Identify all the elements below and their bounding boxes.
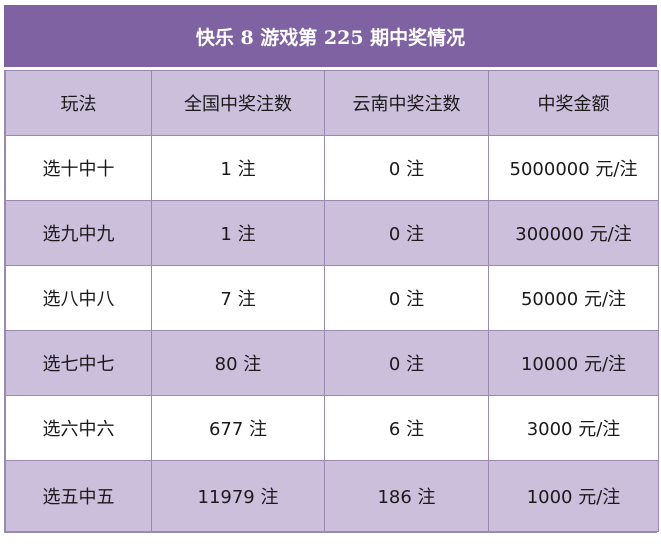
national-winners-cell: 1 注 — [151, 200, 325, 266]
prize-amount-cell: 5000000 元/注 — [488, 135, 659, 201]
national-winners-cell: 11979 注 — [151, 460, 325, 532]
prize-table: 玩法 全国中奖注数 云南中奖注数 中奖金额 选十中十 1 注 0 注 50000… — [5, 70, 659, 532]
prize-amount-cell: 3000 元/注 — [488, 395, 659, 461]
national-winners-cell: 7 注 — [151, 265, 325, 331]
national-winners-cell: 677 注 — [151, 395, 325, 461]
play-type-cell: 选六中六 — [5, 395, 152, 461]
table-row: 选八中八 7 注 0 注 50000 元/注 — [5, 265, 659, 331]
table-row: 选九中九 1 注 0 注 300000 元/注 — [5, 200, 659, 266]
prize-amount-cell: 10000 元/注 — [488, 330, 659, 396]
header-yunnan-winners: 云南中奖注数 — [324, 70, 489, 136]
prize-amount-cell: 1000 元/注 — [488, 460, 659, 532]
table-row: 选五中五 11979 注 186 注 1000 元/注 — [5, 460, 659, 532]
table-title: 快乐 8 游戏第 225 期中奖情况 — [4, 5, 657, 70]
play-type-cell: 选十中十 — [5, 135, 152, 201]
yunnan-winners-cell: 0 注 — [324, 200, 489, 266]
yunnan-winners-cell: 0 注 — [324, 330, 489, 396]
play-type-cell: 选九中九 — [5, 200, 152, 266]
play-type-cell: 选五中五 — [5, 460, 152, 532]
header-play-type: 玩法 — [5, 70, 152, 136]
header-row: 玩法 全国中奖注数 云南中奖注数 中奖金额 — [5, 70, 659, 136]
prize-table-container: 快乐 8 游戏第 225 期中奖情况 玩法 全国中奖注数 云南中奖注数 中奖金额… — [4, 5, 659, 533]
national-winners-cell: 1 注 — [151, 135, 325, 201]
play-type-cell: 选八中八 — [5, 265, 152, 331]
table-frame: 玩法 全国中奖注数 云南中奖注数 中奖金额 选十中十 1 注 0 注 50000… — [4, 70, 659, 533]
table-row: 选六中六 677 注 6 注 3000 元/注 — [5, 395, 659, 461]
prize-amount-cell: 50000 元/注 — [488, 265, 659, 331]
table-row: 选七中七 80 注 0 注 10000 元/注 — [5, 330, 659, 396]
table-row: 选十中十 1 注 0 注 5000000 元/注 — [5, 135, 659, 201]
prize-amount-cell: 300000 元/注 — [488, 200, 659, 266]
yunnan-winners-cell: 6 注 — [324, 395, 489, 461]
national-winners-cell: 80 注 — [151, 330, 325, 396]
yunnan-winners-cell: 186 注 — [324, 460, 489, 532]
play-type-cell: 选七中七 — [5, 330, 152, 396]
header-prize-amount: 中奖金额 — [488, 70, 659, 136]
header-national-winners: 全国中奖注数 — [151, 70, 325, 136]
yunnan-winners-cell: 0 注 — [324, 135, 489, 201]
yunnan-winners-cell: 0 注 — [324, 265, 489, 331]
